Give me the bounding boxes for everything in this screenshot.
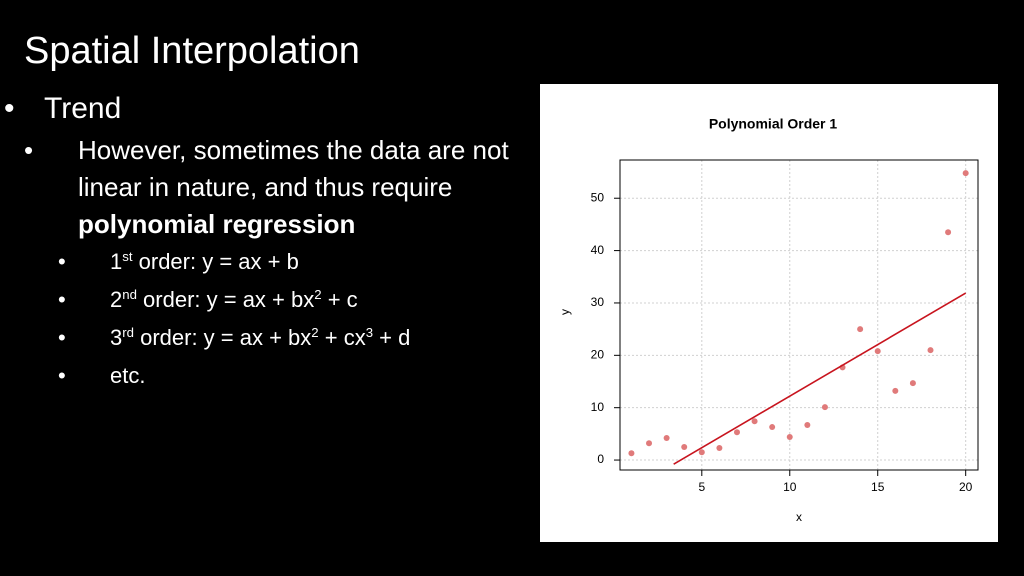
x-tick-label: 15 [871, 480, 885, 494]
bullet: However, sometimes the data are not line… [24, 132, 518, 395]
bullet: 2nd order: y = ax + bx2 + c [58, 281, 518, 319]
bullet-text: + c [321, 287, 358, 312]
point [892, 387, 899, 394]
point [681, 443, 688, 450]
point [716, 445, 723, 452]
bullet: Trend However, sometimes the data are not… [4, 88, 544, 395]
bullet-text: order: y = ax + b [132, 249, 299, 274]
point [945, 229, 952, 236]
y-tick-label: 30 [591, 295, 605, 309]
fit-line [673, 292, 967, 465]
point [874, 348, 881, 355]
bullet-group: 1st order: y = ax + b2nd order: y = ax +… [58, 243, 518, 395]
bullet-text: st [122, 249, 133, 265]
x-tick-label: 10 [783, 480, 797, 494]
bullet-group: However, sometimes the data are not line… [24, 132, 544, 395]
bullet-text: Trend [44, 92, 122, 125]
bullet-text: 2 [314, 287, 322, 303]
point [909, 380, 916, 387]
bullet-group: Trend However, sometimes the data are not… [4, 88, 544, 395]
slide-title: Spatial Interpolation [24, 30, 360, 72]
y-tick-label: 20 [591, 347, 605, 361]
bullet-text: 2 [311, 325, 319, 341]
plot-frame [619, 159, 979, 471]
bullet: 3rd order: y = ax + bx2 + cx3 + d [58, 319, 518, 357]
chart-title: Polynomial Order 1 [709, 116, 838, 132]
point [751, 418, 758, 425]
point [962, 170, 969, 177]
point [927, 347, 934, 354]
bullet-text: 3 [365, 325, 374, 341]
point [646, 440, 653, 447]
chart: Polynomial Order 1 x y 5 10 15 20 0 10 20 30 40 5… [540, 84, 998, 542]
y-tick-label: 40 [591, 243, 605, 257]
bullet-text: etc. [110, 363, 146, 388]
x-axis-label: x [796, 510, 802, 524]
y-axis-label: y [558, 309, 572, 315]
bullet-text: rd [122, 325, 134, 341]
bullet-text: 1 [110, 249, 123, 274]
bullet-text: polynomial regression [78, 209, 356, 239]
point [804, 421, 811, 428]
bullet-text: + d [373, 325, 411, 350]
point [769, 424, 776, 431]
point [663, 435, 670, 442]
point [857, 326, 864, 333]
point [821, 404, 828, 411]
bullet-text: order: y = ax + bx [136, 287, 315, 312]
bullet-text: 2 [110, 287, 123, 312]
x-tick-label: 20 [959, 480, 973, 494]
y-tick-label: 10 [591, 400, 605, 414]
x-tick-label: 5 [698, 480, 705, 494]
bullet-list: Trend However, sometimes the data are not… [4, 88, 544, 395]
bullet-text: 3 [110, 325, 123, 350]
point [733, 429, 740, 436]
bullet-text: order: y = ax + bx [133, 325, 312, 350]
bullet: 1st order: y = ax + b [58, 243, 518, 281]
y-tick-label: 50 [591, 190, 605, 204]
bullet-text: However, sometimes the data are not line… [78, 135, 509, 202]
bullet-text: nd [122, 287, 137, 303]
point [786, 434, 793, 441]
y-tick-label: 0 [597, 452, 604, 466]
point [698, 449, 705, 456]
bullet: etc. [58, 357, 518, 395]
bullet-text: + cx [318, 325, 366, 350]
point [628, 450, 635, 457]
